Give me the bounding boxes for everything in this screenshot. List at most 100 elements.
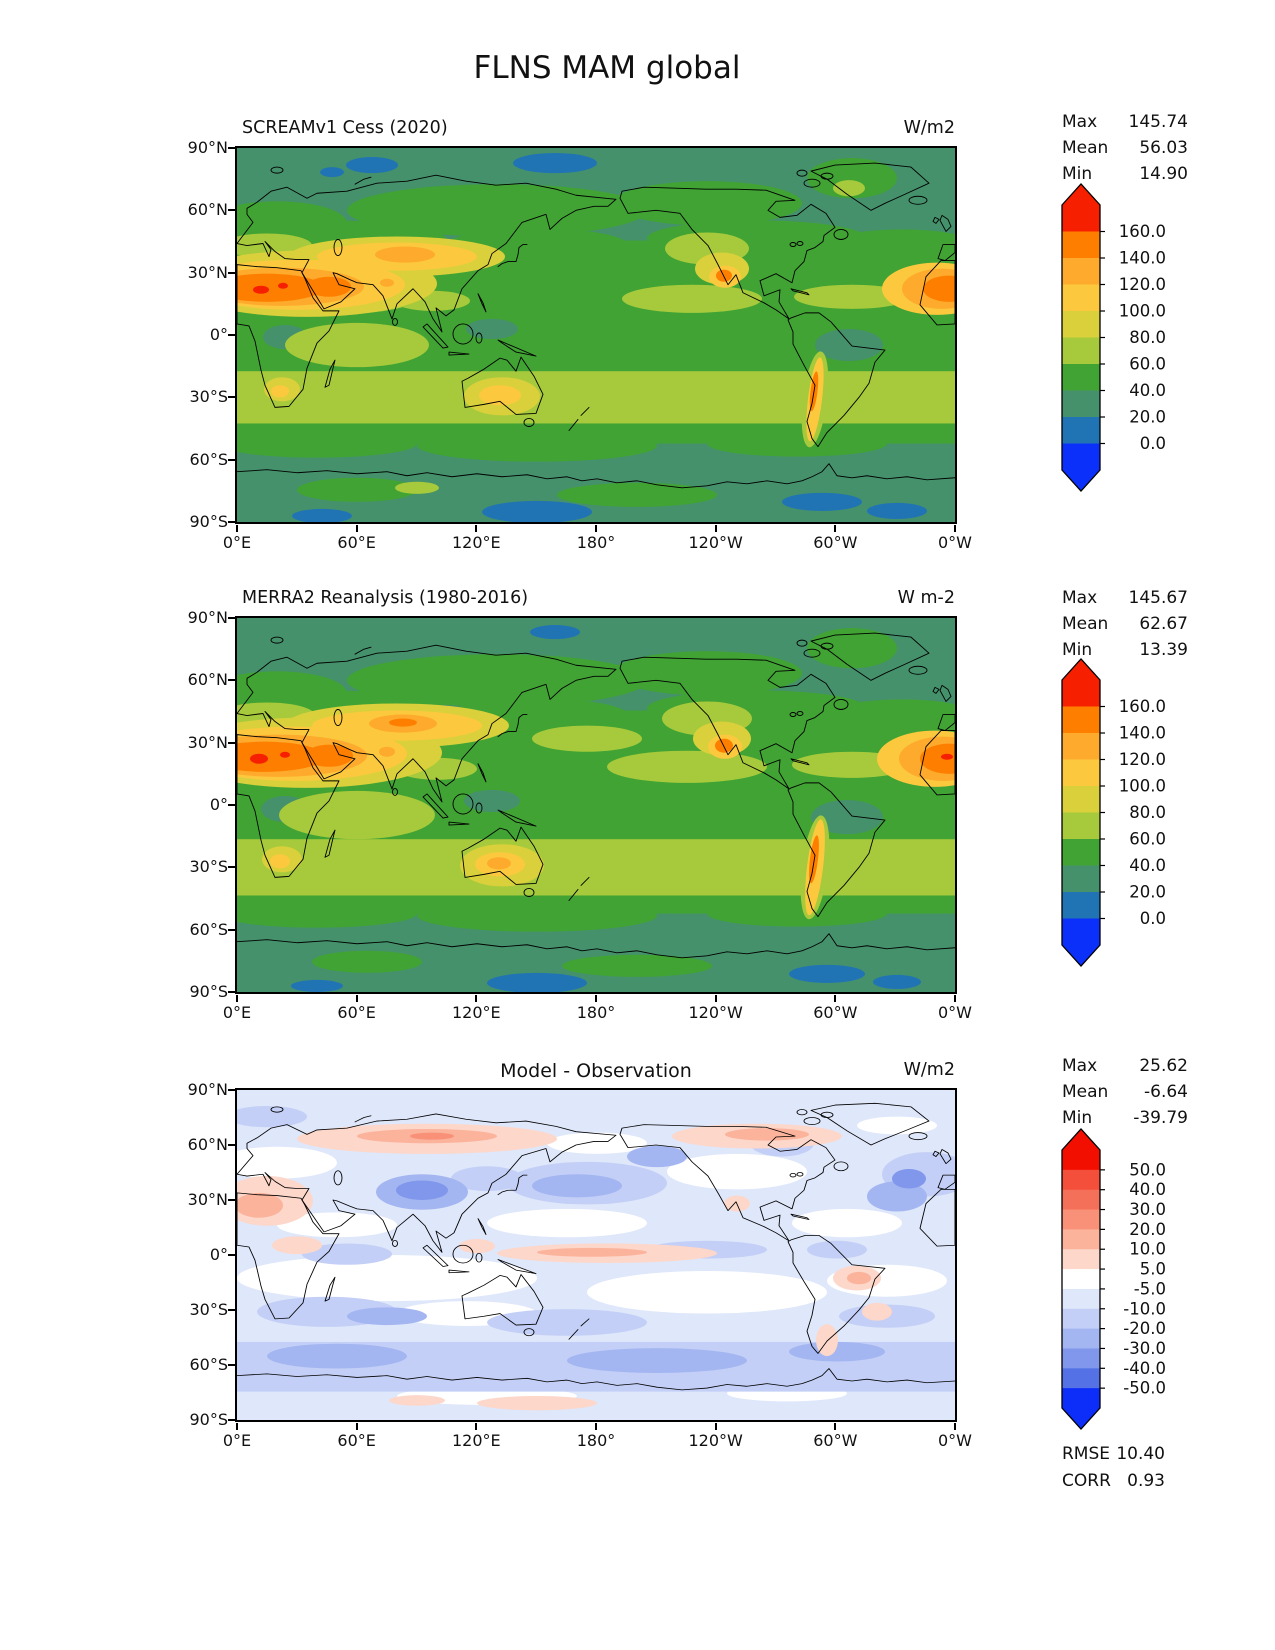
y-axis-tick: [228, 1309, 235, 1311]
y-axis-label: 90°N: [187, 138, 228, 157]
y-axis-tick: [228, 741, 235, 744]
x-axis-label: 180°: [576, 1003, 616, 1022]
stats-row: Mean 62.67: [1062, 614, 1188, 634]
y-axis-label: 30°N: [187, 732, 228, 752]
colorbar-tick-label: 60.0: [1129, 355, 1166, 374]
stats-label: Min: [1062, 1108, 1093, 1128]
y-axis-tick: [228, 804, 235, 806]
x-axis-tick: [475, 1423, 478, 1430]
colorbar-tick-label: 20.0: [1129, 408, 1166, 427]
x-axis-label: 0°W: [938, 533, 972, 552]
stats-row: Min 13.39: [1062, 640, 1188, 660]
y-axis-label: 60°S: [189, 919, 228, 939]
x-axis-tick: [355, 1423, 358, 1430]
y-axis-label: 90°S: [189, 512, 228, 531]
colorbar-tick-label: 20.0: [1129, 1220, 1166, 1239]
stats-value: 145.67: [1128, 588, 1188, 608]
x-axis-label: 120°E: [452, 1003, 501, 1022]
stats-value: -6.64: [1144, 1082, 1188, 1102]
panel-1-units: W/m2: [903, 118, 955, 138]
colorbar-tick-label: 160.0: [1119, 222, 1166, 241]
x-axis-tick: [595, 995, 597, 1002]
metric-row: CORR 0.93: [1062, 1471, 1165, 1491]
stats-row: Mean -6.64: [1062, 1082, 1188, 1102]
x-axis-label: 60°E: [337, 1003, 376, 1022]
panel-2-title: MERRA2 Reanalysis (1980-2016): [242, 588, 529, 608]
x-axis-label: 60°E: [337, 533, 376, 552]
y-axis-label: 30°S: [189, 1300, 228, 1319]
x-axis-tick: [834, 995, 837, 1002]
y-axis-tick: [228, 1419, 235, 1421]
y-axis-tick: [228, 866, 235, 869]
colorbar-tick-label: 0.0: [1140, 434, 1166, 453]
stats-value: 13.39: [1139, 640, 1188, 660]
panel-3-map: [235, 1088, 957, 1422]
y-axis-label: 60°N: [187, 670, 228, 690]
colorbar-tick-label: 60.0: [1129, 830, 1166, 849]
y-axis-tick: [228, 1089, 235, 1091]
colorbar-tick-label: 80.0: [1129, 803, 1166, 822]
x-axis-tick: [595, 525, 597, 532]
panel-2-units: W m-2: [897, 588, 955, 608]
y-axis-label: 0°: [209, 795, 228, 814]
y-axis-tick: [228, 147, 235, 149]
stats-value: 145.74: [1128, 112, 1188, 132]
panel-3-title: Model - Observation: [500, 1060, 692, 1082]
y-axis-tick: [228, 617, 235, 619]
stats-label: Max: [1062, 588, 1098, 608]
y-axis-label: 0°: [209, 1245, 228, 1264]
colorbar-tick-label: 140.0: [1119, 249, 1166, 268]
panel-2-map: [235, 616, 957, 994]
colorbar-tick-label: -40.0: [1123, 1359, 1166, 1378]
y-axis-label: 30°S: [189, 387, 228, 407]
colorbar-panel-3: 50.040.030.020.010.05.0-5.0-10.0-20.0-30…: [1061, 1128, 1166, 1430]
panel-1-title: SCREAMv1 Cess (2020): [242, 118, 448, 138]
map-difference: [237, 1090, 955, 1420]
colorbar-tick-label: 30.0: [1129, 1200, 1166, 1219]
y-axis-tick: [228, 1364, 235, 1366]
y-axis-tick: [228, 458, 235, 461]
colorbar-tick-label: 50.0: [1129, 1160, 1166, 1179]
x-axis-label: 60°W: [813, 533, 858, 552]
y-axis-label: 90°N: [187, 608, 228, 627]
x-axis-label: 0°W: [938, 1003, 972, 1022]
x-axis-label: 60°W: [813, 1003, 858, 1022]
y-axis-tick: [228, 521, 235, 523]
y-axis-tick: [228, 271, 235, 274]
y-axis-label: 60°S: [189, 449, 228, 469]
x-axis-label: 60°W: [813, 1431, 858, 1450]
colorbar-panel-1: 160.0 140.0 120.0 100.0 80.0 60.0 40.0 20.0 0.0: [1061, 183, 1166, 492]
x-axis-label: 60°E: [337, 1431, 376, 1450]
stats-label: Mean: [1062, 1082, 1109, 1102]
y-axis-tick: [228, 209, 235, 212]
y-axis-tick: [228, 1254, 235, 1256]
y-axis-label: 60°N: [187, 1135, 228, 1154]
y-axis-label: 30°N: [187, 1190, 228, 1209]
panel-3-units: W/m2: [903, 1060, 955, 1080]
colorbar-tick-label: 120.0: [1119, 275, 1166, 294]
y-axis-tick: [228, 334, 235, 336]
x-axis-tick: [834, 1423, 837, 1430]
metric-value: 0.93: [1127, 1471, 1165, 1491]
x-axis-tick: [355, 525, 358, 532]
y-axis-label: 90°N: [187, 1080, 228, 1099]
colorbar-tick-label: 160.0: [1119, 697, 1166, 716]
colorbar-tick-label: 5.0: [1140, 1260, 1166, 1279]
y-axis-tick: [228, 679, 235, 682]
x-axis-tick: [355, 995, 358, 1002]
colorbar-tick-label: 40.0: [1129, 856, 1166, 875]
y-axis-label: 60°S: [189, 1355, 228, 1374]
metric-value: 10.40: [1116, 1444, 1165, 1464]
stats-value: 25.62: [1139, 1056, 1188, 1076]
x-axis-label: 0°E: [222, 533, 252, 552]
stats-label: Max: [1062, 1056, 1098, 1076]
colorbar-tick-label: 40.0: [1129, 381, 1166, 400]
x-axis-label: 120°E: [452, 533, 501, 552]
stats-label: Min: [1062, 164, 1093, 184]
stats-label: Mean: [1062, 614, 1109, 634]
metric-row: RMSE 10.40: [1062, 1444, 1165, 1464]
metric-label: RMSE: [1062, 1444, 1111, 1464]
stats-row: Min 14.90: [1062, 164, 1188, 184]
colorbar-tick-label: 10.0: [1129, 1240, 1166, 1259]
